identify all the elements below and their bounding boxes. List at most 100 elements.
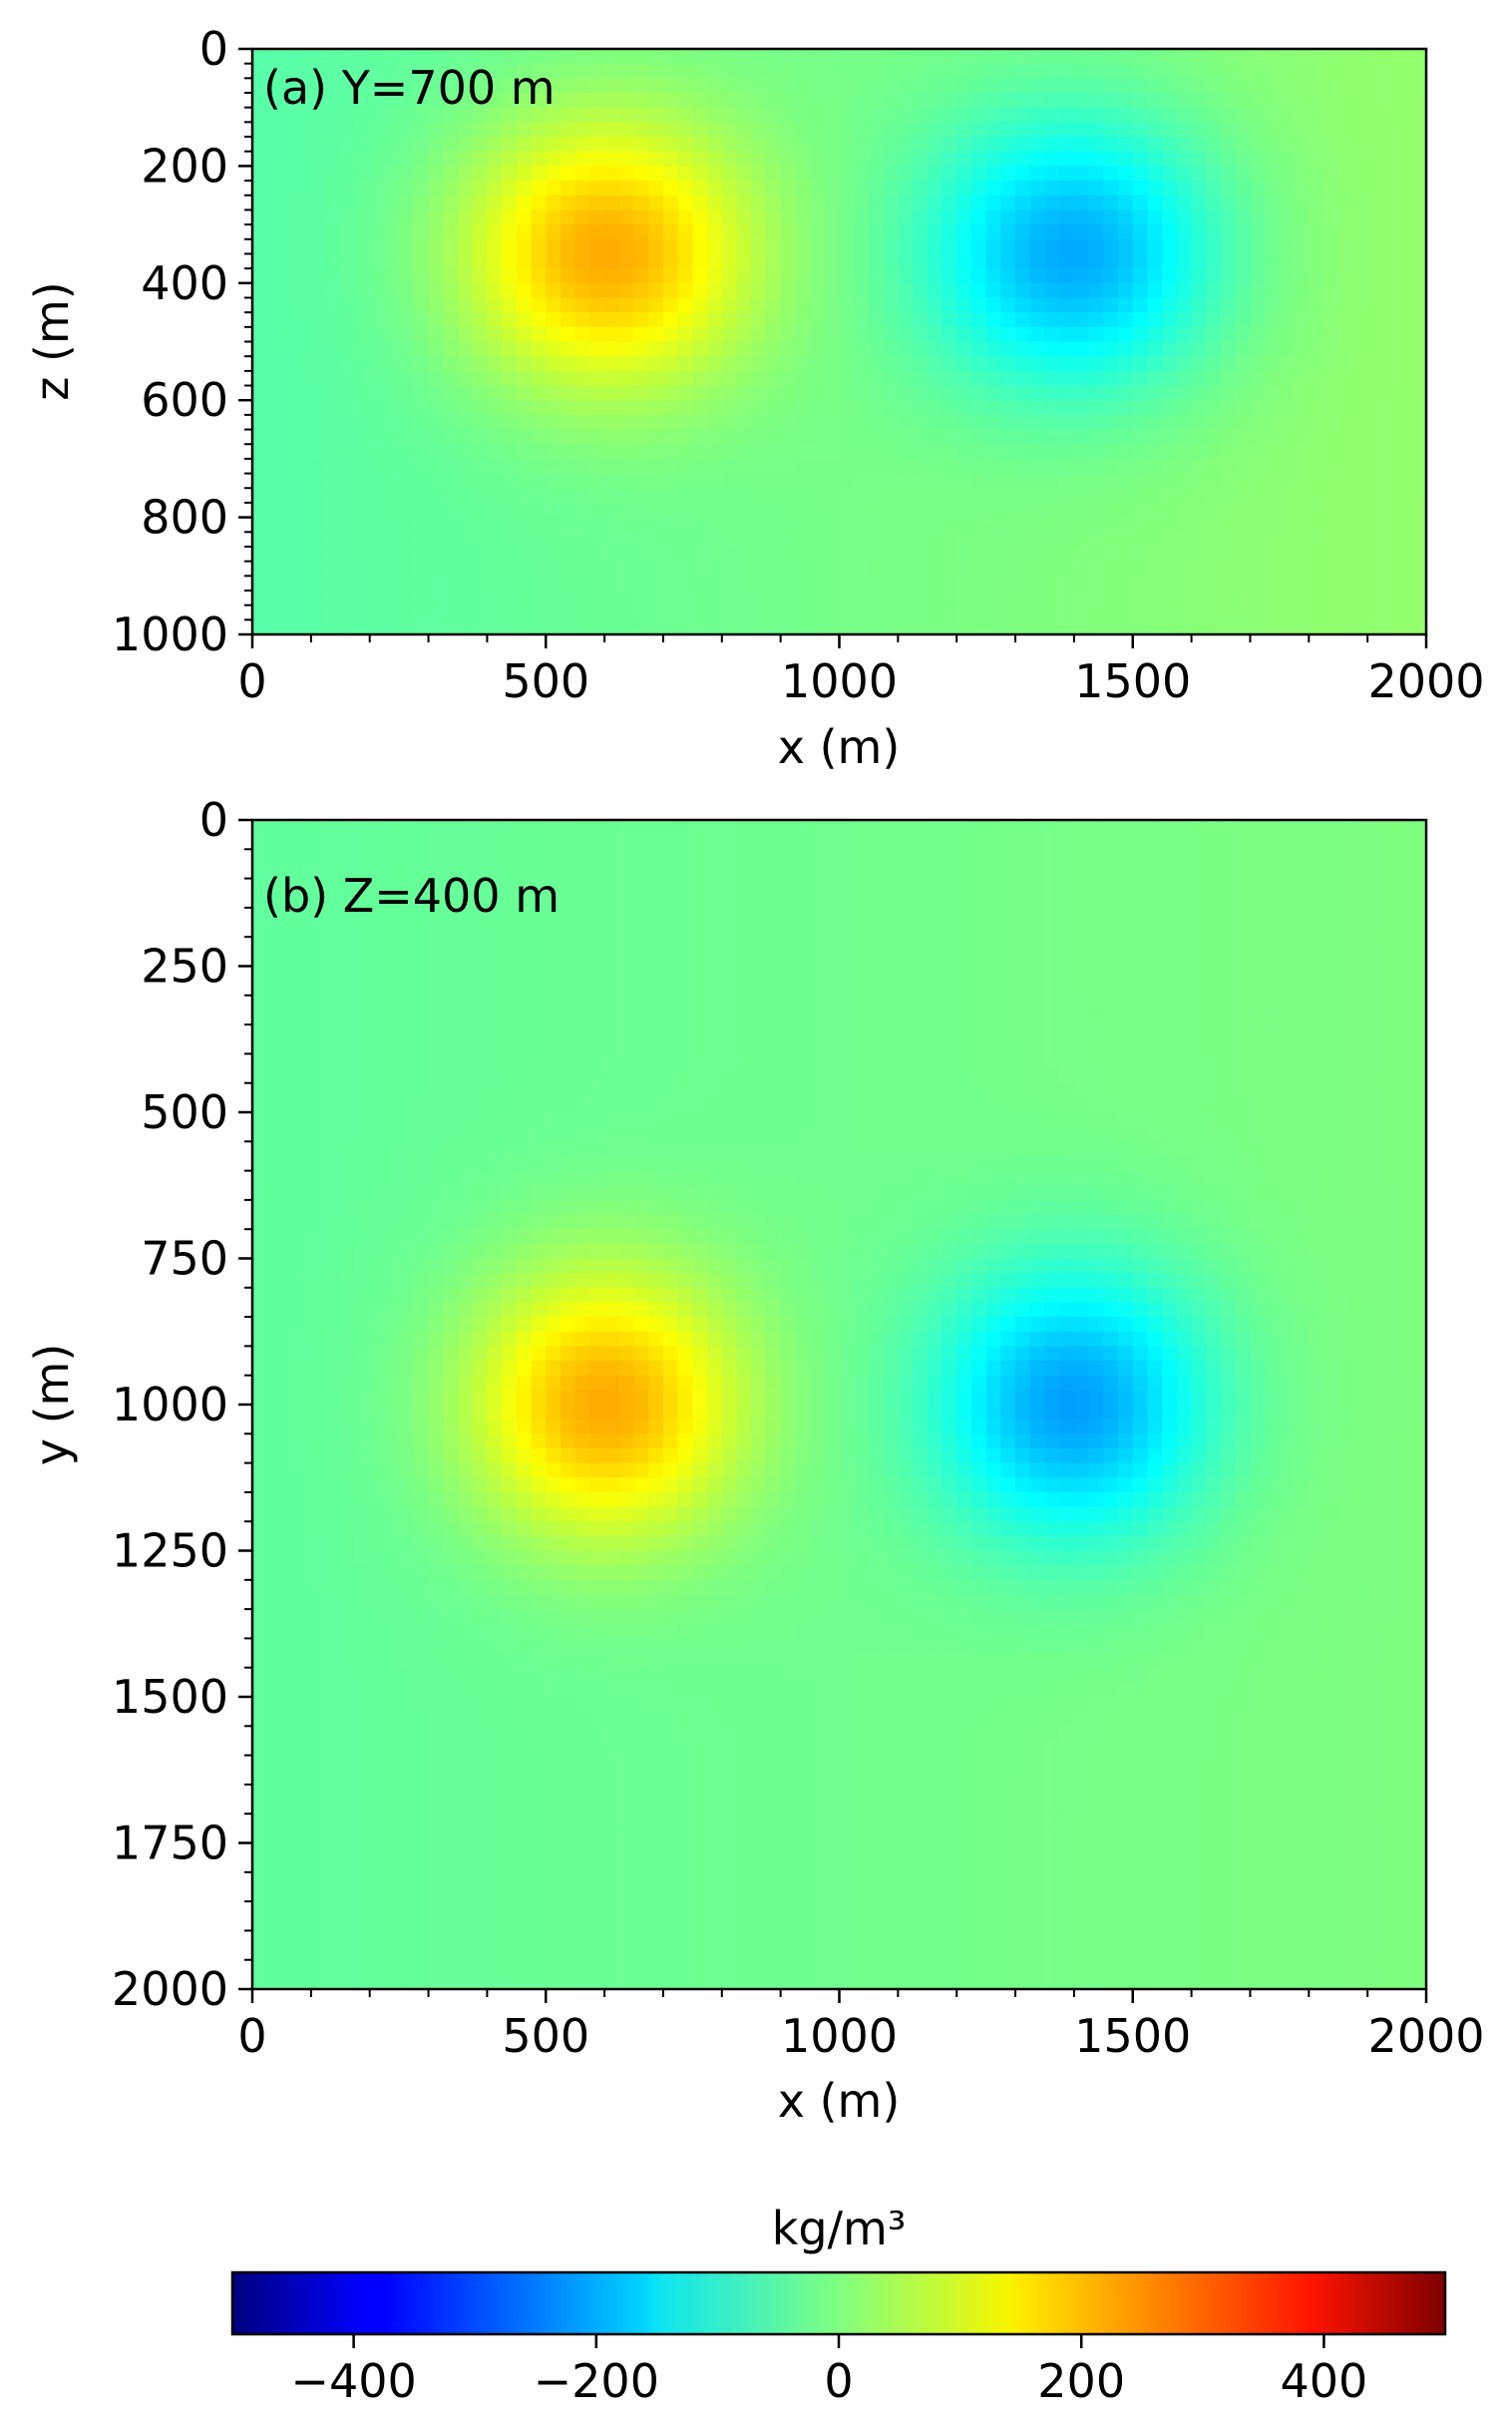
heatmap-cell xyxy=(1381,605,1398,621)
heatmap-cell xyxy=(1265,1053,1281,1069)
heatmap-cell xyxy=(677,209,694,225)
heatmap-cell xyxy=(1396,137,1412,153)
heatmap-cell xyxy=(618,878,635,894)
heatmap-cell xyxy=(589,282,605,299)
heatmap-cell xyxy=(604,253,620,269)
heatmap-cell xyxy=(325,922,341,938)
heatmap-cell xyxy=(369,78,386,94)
heatmap-cell xyxy=(1088,166,1105,182)
heatmap-cell xyxy=(502,1112,518,1128)
heatmap-cell xyxy=(546,137,562,153)
heatmap-cell xyxy=(707,1082,723,1099)
heatmap-cell xyxy=(1029,619,1046,635)
heatmap-cell xyxy=(956,1082,972,1099)
heatmap-cell xyxy=(589,502,605,519)
heatmap-cell xyxy=(604,1068,620,1084)
heatmap-cell xyxy=(604,995,620,1012)
heatmap-cell xyxy=(662,458,679,475)
heatmap-cell xyxy=(1309,619,1324,635)
heatmap-cell xyxy=(1294,863,1310,880)
heatmap-cell xyxy=(1265,268,1281,284)
heatmap-cell xyxy=(487,966,503,982)
heatmap-cell xyxy=(1118,937,1134,953)
heatmap-cell xyxy=(810,224,826,240)
heatmap-cell xyxy=(546,834,562,850)
heatmap-cell xyxy=(384,122,400,138)
heatmap-cell xyxy=(1073,473,1090,489)
heatmap-cell xyxy=(1088,458,1105,475)
heatmap-cell xyxy=(589,312,605,328)
heatmap-cell xyxy=(1411,488,1427,504)
heatmap-cell xyxy=(472,605,489,621)
heatmap-cell xyxy=(1147,576,1163,592)
heatmap-cell xyxy=(1221,590,1237,607)
heatmap-cell xyxy=(883,951,900,968)
heatmap-cell xyxy=(692,268,708,284)
heatmap-cell xyxy=(1118,1038,1134,1055)
heatmap-cell xyxy=(751,820,767,836)
heatmap-cell xyxy=(1294,1038,1310,1055)
heatmap-cell xyxy=(1059,122,1075,138)
heatmap-cell xyxy=(1294,93,1310,109)
heatmap-cell xyxy=(854,400,870,416)
heatmap-cell xyxy=(604,619,620,635)
heatmap-cell xyxy=(1162,1112,1178,1128)
heatmap-cell xyxy=(369,1126,386,1142)
heatmap-cell xyxy=(266,341,283,357)
heatmap-cell xyxy=(1309,1010,1324,1025)
heatmap-cell xyxy=(340,414,356,431)
heatmap-cell xyxy=(266,137,283,153)
heatmap-cell xyxy=(266,1068,283,1084)
heatmap-cell xyxy=(721,414,738,431)
heatmap-cell xyxy=(927,458,944,475)
heatmap-cell xyxy=(399,238,415,255)
heatmap-cell xyxy=(736,951,752,968)
heatmap-cell xyxy=(1000,863,1016,880)
heatmap-cell xyxy=(457,444,474,460)
heatmap-cell xyxy=(457,1053,474,1069)
heatmap-cell xyxy=(868,370,885,387)
heatmap-cell xyxy=(560,137,576,153)
heatmap-cell xyxy=(281,151,297,168)
heatmap-cell xyxy=(942,297,957,313)
heatmap-cell xyxy=(310,1053,327,1069)
heatmap-cell xyxy=(868,517,885,533)
heatmap-cell xyxy=(472,238,489,255)
heatmap-cell xyxy=(898,937,914,953)
heatmap-cell xyxy=(354,1068,371,1084)
heatmap-cell xyxy=(824,268,841,284)
heatmap-cell xyxy=(970,312,987,328)
heatmap-cell xyxy=(824,195,841,211)
heatmap-cell xyxy=(618,107,635,124)
heatmap-cell xyxy=(662,122,679,138)
heatmap-cell xyxy=(1088,619,1105,635)
heatmap-cell xyxy=(1294,995,1310,1012)
heatmap-cell xyxy=(384,546,400,563)
heatmap-cell xyxy=(340,238,356,255)
heatmap-cell xyxy=(1132,238,1149,255)
heatmap-cell xyxy=(1000,1038,1016,1055)
heatmap-cell xyxy=(252,312,268,328)
heatmap-cell xyxy=(281,488,297,504)
heatmap-cell xyxy=(443,238,459,255)
heatmap-cell xyxy=(883,1112,900,1128)
heatmap-cell xyxy=(692,590,708,607)
heatmap-cell xyxy=(692,907,708,924)
heatmap-cell xyxy=(1265,385,1281,401)
heatmap-cell xyxy=(1337,400,1354,416)
heatmap-cell xyxy=(369,1053,386,1069)
heatmap-cell xyxy=(1367,951,1383,968)
heatmap-cell xyxy=(296,488,312,504)
heatmap-cell xyxy=(810,282,826,299)
heatmap-cell xyxy=(780,820,797,836)
heatmap-cell xyxy=(707,937,723,953)
heatmap-cell xyxy=(1396,922,1412,938)
heatmap-cell xyxy=(765,151,782,168)
heatmap-cell xyxy=(633,458,649,475)
heatmap-cell xyxy=(1059,1053,1075,1069)
heatmap-cell xyxy=(721,546,738,563)
heatmap-cell xyxy=(795,238,811,255)
heatmap-cell xyxy=(1265,605,1281,621)
heatmap-cell xyxy=(765,834,782,850)
heatmap-cell xyxy=(560,63,576,80)
